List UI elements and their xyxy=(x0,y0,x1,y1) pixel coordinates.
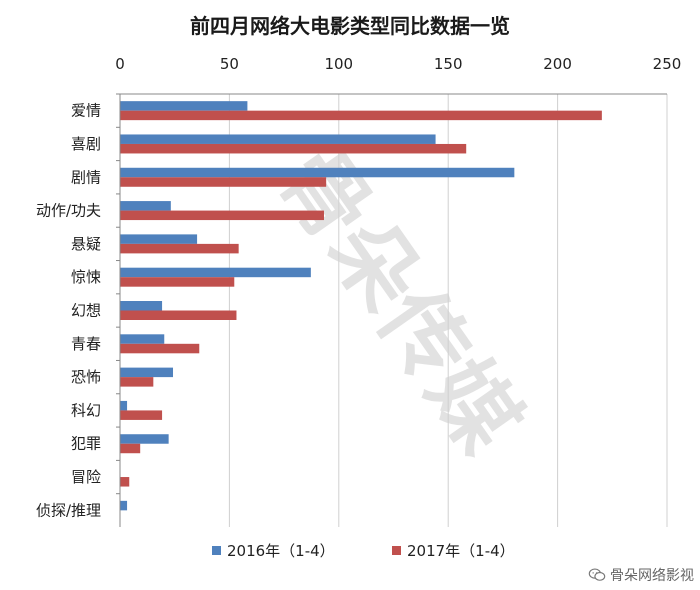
bar-2017 xyxy=(120,110,602,121)
bar-2017 xyxy=(120,243,239,254)
category-label: 喜剧 xyxy=(71,135,101,153)
bar-2016 xyxy=(120,367,174,378)
bars xyxy=(120,101,602,511)
category-label: 侦探/推理 xyxy=(36,501,101,519)
category-label: 科幻 xyxy=(71,401,101,419)
bar-2017 xyxy=(120,343,200,354)
bar-2016 xyxy=(120,267,311,278)
x-tick-label: 200 xyxy=(543,55,572,73)
bar-2017 xyxy=(120,477,130,487)
category-label: 冒险 xyxy=(71,468,101,486)
bar-2017 xyxy=(120,410,163,420)
x-tick-label: 0 xyxy=(115,55,125,73)
chart-title: 前四月网络大电影类型同比数据一览 xyxy=(190,14,510,38)
category-label: 青春 xyxy=(71,335,101,353)
legend-swatch xyxy=(392,546,401,555)
bar-2016 xyxy=(120,201,171,211)
category-label: 爱情 xyxy=(71,102,101,120)
bar-2016 xyxy=(120,167,515,178)
category-label: 恐怖 xyxy=(71,368,101,386)
brand-watermark: 骨朵网络影视 xyxy=(588,565,694,585)
category-label: 悬疑 xyxy=(71,235,101,253)
brand-label: 骨朵网络影视 xyxy=(610,568,694,584)
x-tick-label: 150 xyxy=(434,55,463,73)
category-label: 惊悚 xyxy=(71,268,101,286)
x-axis-ticks: 0 50 100 150 200 250 xyxy=(115,55,681,73)
bar-2017 xyxy=(120,143,467,154)
bar-2016 xyxy=(120,434,169,444)
legend-label: 2016年（1-4） xyxy=(227,542,335,560)
category-label: 剧情 xyxy=(71,168,101,186)
bar-2016 xyxy=(120,334,165,344)
category-label: 动作/功夫 xyxy=(36,202,101,220)
bar-2016 xyxy=(120,101,248,111)
bar-2017 xyxy=(120,443,141,454)
bar-2017 xyxy=(120,310,237,320)
bar-2017 xyxy=(120,277,235,287)
wechat-icon xyxy=(588,568,606,581)
bar-2017 xyxy=(120,377,154,387)
legend: 2016年（1-4） 2017年（1-4） xyxy=(212,542,515,560)
bar-2016 xyxy=(120,301,163,311)
bar-2016 xyxy=(120,234,198,244)
bar-2016 xyxy=(120,134,436,144)
category-label: 犯罪 xyxy=(71,435,101,453)
x-tick-label: 250 xyxy=(653,55,682,73)
legend-swatch xyxy=(212,546,221,555)
category-label: 幻想 xyxy=(71,302,101,320)
legend-label: 2017年（1-4） xyxy=(407,542,515,560)
x-tick-label: 50 xyxy=(220,55,239,73)
bar-2017 xyxy=(120,177,327,187)
bar-2017 xyxy=(120,210,324,221)
bar-2016 xyxy=(120,500,128,511)
bar-2016 xyxy=(120,400,128,411)
x-tick-label: 100 xyxy=(324,55,353,73)
